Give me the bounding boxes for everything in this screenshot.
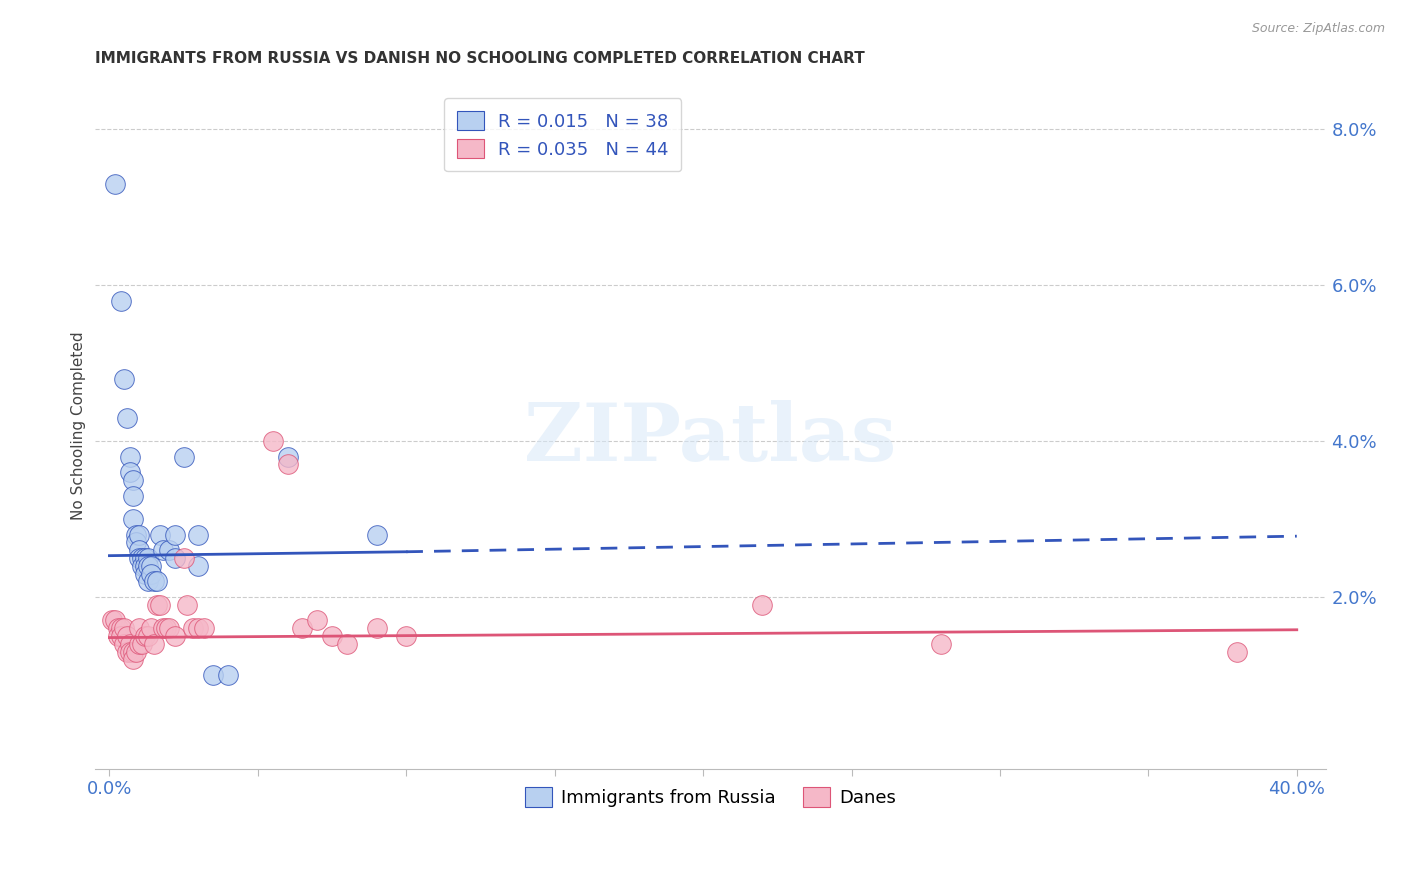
Point [131, 558, 153, 573]
Point [128, 527, 150, 541]
Point [107, 621, 129, 635]
Point [307, 614, 329, 628]
Point [321, 629, 343, 643]
Point [146, 598, 169, 612]
Point [110, 629, 132, 643]
Point [142, 574, 165, 589]
Point [120, 450, 142, 464]
Text: ZIPatlas: ZIPatlas [524, 401, 897, 478]
Point [110, 293, 132, 308]
Point [131, 637, 153, 651]
Y-axis label: No Schooling Completed: No Schooling Completed [72, 331, 86, 520]
Point [152, 543, 174, 558]
Point [163, 551, 186, 566]
Point [134, 551, 156, 566]
Point [146, 574, 169, 589]
Point [202, 668, 225, 682]
Point [366, 527, 388, 541]
Point [134, 558, 156, 573]
Point [115, 629, 138, 643]
Point [187, 621, 209, 635]
Point [929, 637, 952, 651]
Point [1226, 645, 1249, 659]
Point [125, 535, 148, 549]
Point [110, 621, 132, 635]
Point [173, 551, 195, 566]
Point [134, 566, 156, 581]
Point [152, 621, 174, 635]
Point [120, 465, 142, 479]
Point [139, 558, 162, 573]
Point [366, 621, 388, 635]
Point [157, 543, 180, 558]
Point [122, 645, 145, 659]
Point [173, 450, 195, 464]
Point [142, 637, 165, 651]
Point [163, 629, 186, 643]
Text: Source: ZipAtlas.com: Source: ZipAtlas.com [1251, 22, 1385, 36]
Point [276, 450, 298, 464]
Point [122, 489, 145, 503]
Point [104, 177, 127, 191]
Point [122, 512, 145, 526]
Point [104, 614, 127, 628]
Point [149, 598, 172, 612]
Point [157, 621, 180, 635]
Point [101, 614, 124, 628]
Point [120, 637, 142, 651]
Point [395, 629, 418, 643]
Point [112, 621, 135, 635]
Point [134, 629, 156, 643]
Point [155, 621, 177, 635]
Point [131, 551, 153, 566]
Point [139, 566, 162, 581]
Point [136, 574, 159, 589]
Point [125, 527, 148, 541]
Point [276, 458, 298, 472]
Point [122, 473, 145, 487]
Point [115, 645, 138, 659]
Point [122, 652, 145, 666]
Point [187, 527, 209, 541]
Point [193, 621, 215, 635]
Point [125, 645, 148, 659]
Point [139, 621, 162, 635]
Point [128, 543, 150, 558]
Text: IMMIGRANTS FROM RUSSIA VS DANISH NO SCHOOLING COMPLETED CORRELATION CHART: IMMIGRANTS FROM RUSSIA VS DANISH NO SCHO… [94, 51, 865, 66]
Point [112, 637, 135, 651]
Point [187, 558, 209, 573]
Point [136, 629, 159, 643]
Point [336, 637, 359, 651]
Point [128, 551, 150, 566]
Point [291, 621, 314, 635]
Point [181, 621, 204, 635]
Point [128, 621, 150, 635]
Point [115, 410, 138, 425]
Point [120, 645, 142, 659]
Point [751, 598, 773, 612]
Point [136, 551, 159, 566]
Point [149, 527, 172, 541]
Point [107, 629, 129, 643]
Point [136, 558, 159, 573]
Point [176, 598, 198, 612]
Point [217, 668, 239, 682]
Point [262, 434, 284, 448]
Legend: Immigrants from Russia, Danes: Immigrants from Russia, Danes [517, 780, 903, 814]
Point [163, 527, 186, 541]
Point [112, 371, 135, 385]
Point [128, 637, 150, 651]
